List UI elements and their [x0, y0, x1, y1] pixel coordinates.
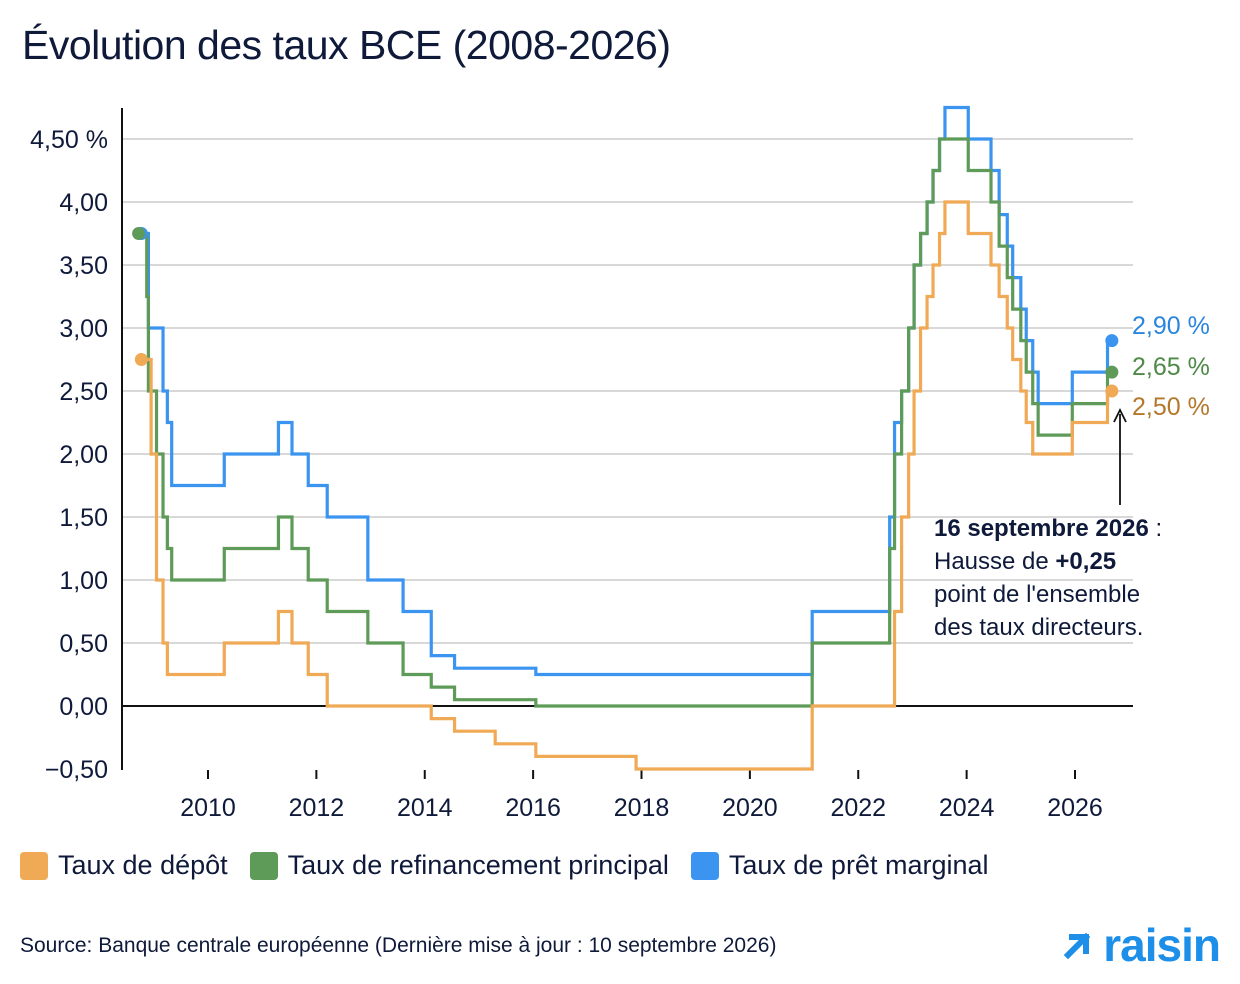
- y-tick-label: 0,50: [59, 630, 108, 658]
- end-label-pret: 2,90 %: [1132, 312, 1210, 340]
- y-tick-label: 3,00: [59, 315, 108, 343]
- source-note: Source: Banque centrale européenne (Dern…: [20, 934, 777, 957]
- series-line-depot: [141, 200, 1112, 771]
- y-tick-label: 4,00: [59, 189, 108, 217]
- end-dot-refi: [1105, 365, 1119, 379]
- y-tick-label: 1,50: [59, 504, 108, 532]
- series-line-refi: [141, 137, 1112, 708]
- legend-swatch-refi: [249, 851, 278, 880]
- x-tick-label: 2026: [1047, 794, 1103, 822]
- legend-label-depot: Taux de dépôt: [58, 850, 228, 880]
- legend-item-depot: Taux de dépôt: [20, 850, 228, 881]
- legend-label-pret: Taux de prêt marginal: [728, 850, 989, 880]
- raisin-logo[interactable]: raisin: [1061, 918, 1221, 972]
- start-dot-refi: [132, 227, 146, 240]
- x-tick-label: 2014: [397, 794, 453, 822]
- y-tick-label: −0,50: [45, 756, 108, 784]
- chart-canvas: −0,50 0,00 0,50 1,00 1,50 2,00 2,50 3,00 3,50 4,0…: [30, 105, 1133, 822]
- end-dot-pret: [1105, 334, 1119, 348]
- annotation-text: 16 septembre 2026 : Hausse de +0,25 poin…: [934, 512, 1162, 644]
- x-tick-label: 2024: [939, 794, 995, 822]
- legend-item-pret: Taux de prêt marginal: [690, 850, 989, 881]
- y-tick-label: 2,50: [59, 378, 108, 406]
- legend-label-refi: Taux de refinancement principal: [287, 850, 669, 880]
- logo-text: raisin: [1103, 919, 1221, 971]
- end-label-depot: 2,50 %: [1132, 393, 1210, 421]
- y-tick-label: 4,50 %: [30, 126, 108, 154]
- annotation-value: +0,25: [1055, 548, 1117, 575]
- chart-legend: Taux de dépôt Taux de refinancement prin…: [20, 850, 1011, 881]
- x-tick-label: 2022: [830, 794, 886, 822]
- axis-layer: −0,50 0,00 0,50 1,00 1,50 2,00 2,50 3,00 3,50 4,0…: [30, 108, 1133, 822]
- end-label-refi: 2,65 %: [1132, 353, 1210, 381]
- end-dot-depot: [1105, 384, 1119, 398]
- dots-layer: [132, 227, 1119, 398]
- legend-item-refi: Taux de refinancement principal: [249, 850, 669, 881]
- y-tick-label: 1,00: [59, 567, 108, 595]
- y-tick-label: 0,00: [59, 693, 108, 721]
- start-dot-depot: [134, 353, 148, 366]
- annotation-prefix: Hausse de: [934, 548, 1056, 575]
- annotation-arrow-head: [1113, 407, 1127, 423]
- chart-title: Évolution des taux BCE (2008-2026): [22, 22, 671, 68]
- arrow-up-right-icon: [1064, 932, 1091, 960]
- annotation-arrow: [1113, 407, 1127, 505]
- y-tick-label: 3,50: [59, 252, 108, 280]
- annotation-line3: point de l'ensemble: [934, 581, 1141, 608]
- x-tick-label: 2020: [722, 794, 778, 822]
- legend-swatch-depot: [20, 851, 48, 880]
- annotation-date: 16 septembre 2026: [934, 515, 1149, 542]
- legend-swatch-pret: [690, 851, 719, 880]
- annotation-line4: des taux directeurs.: [934, 614, 1144, 641]
- y-tick-label: 2,00: [59, 441, 108, 469]
- x-tick-label: 2012: [289, 794, 345, 822]
- x-tick-label: 2010: [180, 794, 236, 822]
- annotation-colon: :: [1148, 515, 1163, 542]
- x-tick-label: 2016: [505, 794, 561, 822]
- series-layer: [141, 105, 1112, 771]
- x-tick-label: 2018: [614, 794, 670, 822]
